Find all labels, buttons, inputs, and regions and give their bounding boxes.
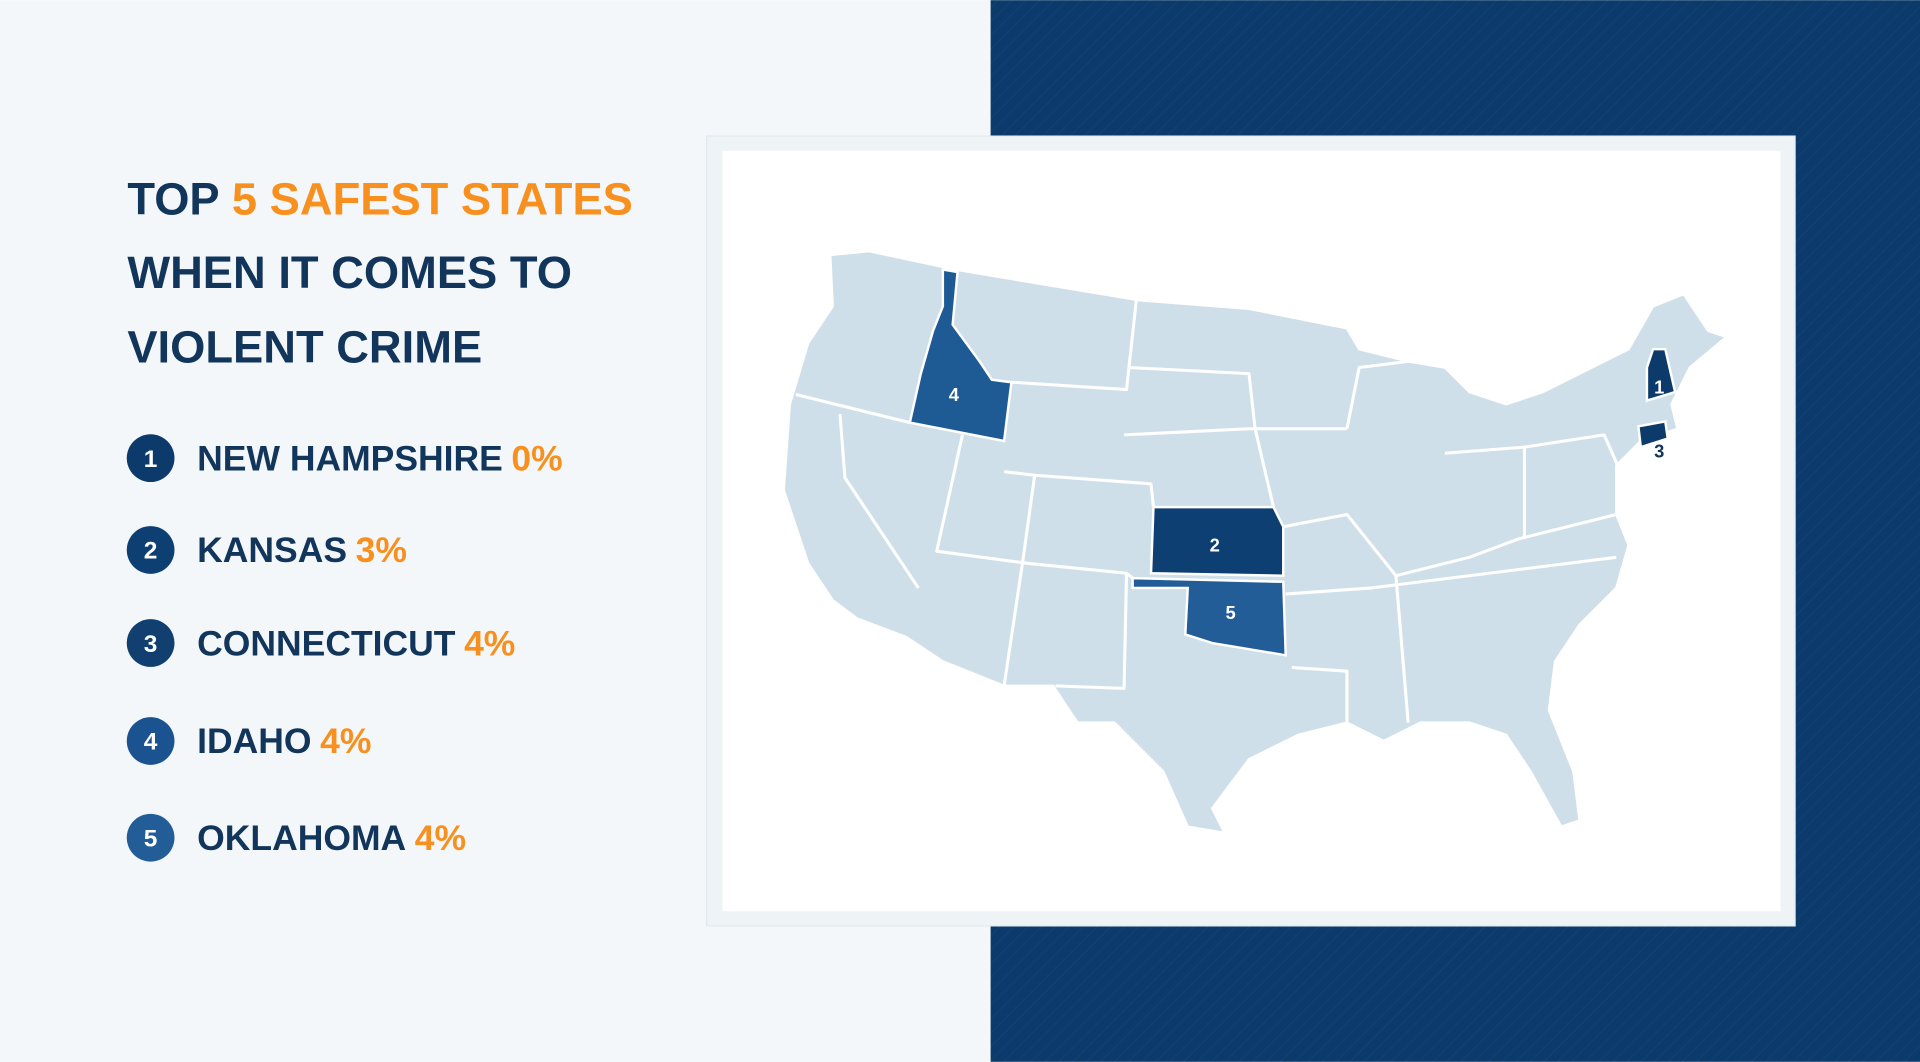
state-value: 0% — [511, 438, 562, 478]
state-oklahoma — [1131, 576, 1287, 657]
title-line: VIOLENT CRIME — [127, 322, 482, 373]
ranking-item: OKLAHOMA 4% — [197, 818, 466, 858]
state-border — [1282, 512, 1617, 578]
state-name: KANSAS — [197, 530, 347, 570]
state-border — [838, 413, 920, 589]
title-highlight: 5 SAFEST STATES — [232, 173, 633, 224]
ranking-item: IDAHO 4% — [197, 721, 371, 761]
state-border — [1055, 573, 1129, 690]
state-border — [1524, 433, 1630, 491]
state-border — [1128, 366, 1275, 508]
rank-number: 5 — [144, 825, 158, 852]
state-name: IDAHO — [197, 721, 311, 761]
rank-badge — [126, 526, 175, 574]
state-border — [1124, 427, 1347, 437]
rank-badge — [126, 717, 175, 765]
state-name: CONNECTICUT — [197, 623, 456, 663]
state-new-hampshire — [1645, 347, 1677, 403]
state-border — [935, 434, 1134, 580]
rank-badge — [126, 434, 175, 483]
rank-number: 3 — [144, 631, 158, 658]
state-border — [1285, 555, 1617, 596]
map-rank-label: 5 — [1226, 602, 1236, 623]
state-border — [1291, 666, 1349, 723]
state-border — [795, 392, 911, 425]
map-rank-label: 2 — [1210, 535, 1220, 556]
rank-number: 4 — [144, 729, 158, 756]
map-rank-label: 3 — [1654, 440, 1664, 461]
state-name: NEW HAMPSHIRE — [197, 438, 503, 478]
state-borders — [795, 300, 1630, 723]
title-line: TOP 5 SAFEST STATES — [127, 173, 633, 224]
state-value: 4% — [464, 623, 515, 663]
state-border — [1002, 475, 1037, 687]
state-value: 4% — [320, 721, 371, 761]
ranking-item: KANSAS 3% — [197, 530, 407, 570]
title-line: WHEN IT COMES TO — [127, 247, 572, 298]
map-rank-label: 4 — [949, 384, 960, 405]
ranking-list: 1 NEW HAMPSHIRE 0%2 KANSAS 3%3 CONNECTICUT 4%4… — [126, 434, 563, 862]
map-rank-label: 1 — [1654, 377, 1664, 398]
title-lead: TOP — [127, 173, 219, 224]
ranking-item: NEW HAMPSHIRE 0% — [197, 438, 563, 478]
state-border — [1345, 359, 1409, 430]
state-connecticut — [1637, 419, 1670, 449]
rank-badge — [126, 619, 175, 667]
rank-number: 1 — [144, 446, 158, 473]
ranking-item: CONNECTICUT 4% — [197, 623, 515, 663]
state-name: OKLAHOMA — [197, 818, 406, 858]
state-border — [1011, 300, 1138, 392]
rank-number: 2 — [144, 538, 158, 565]
state-kansas — [1149, 505, 1285, 577]
state-border — [1003, 470, 1155, 508]
rank-badge — [126, 813, 175, 862]
us-map: 1 2 3 4 5 — [782, 249, 1730, 835]
state-value: 3% — [356, 530, 407, 570]
state-idaho — [908, 268, 1013, 443]
state-value: 4% — [415, 818, 466, 858]
state-border — [1394, 575, 1410, 723]
